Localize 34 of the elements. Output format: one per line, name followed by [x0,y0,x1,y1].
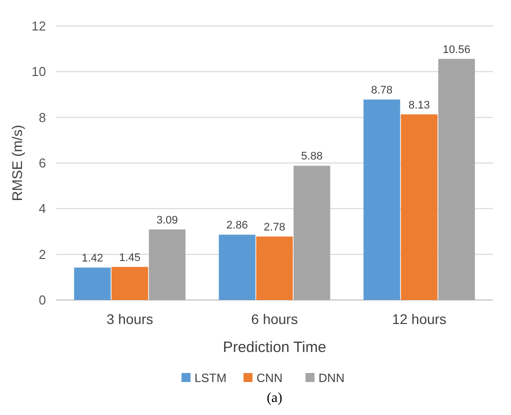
bar [400,114,438,300]
x-tick-label: 3 hours [106,311,154,327]
bar [364,100,400,300]
data-label: 8.78 [371,84,393,97]
y-tick-label: 10 [32,64,46,80]
y-tick-label: 6 [38,156,46,171]
y-tick-label: 0 [38,292,46,308]
bar [148,229,186,300]
bar [256,236,293,300]
data-label: 2.86 [226,220,248,232]
x-tick-label: 12 hours [392,311,446,327]
data-label: 3.09 [156,214,178,226]
y-tick-label: 2 [38,246,46,262]
y-tick-label: 8 [38,110,46,125]
bar [438,58,475,300]
bar [111,266,148,300]
data-label: 10.56 [442,44,470,56]
data-label: 1.42 [82,252,104,265]
data-label: 2.78 [264,222,286,234]
data-label: 1.45 [119,252,141,264]
text: (a) [266,391,283,406]
x-axis-title: Prediction Time [222,339,326,356]
bar [294,166,330,300]
data-label: 8.13 [408,99,430,112]
bar [218,234,256,300]
y-axis-title: RMSE (m/s) [9,124,25,202]
legend-label: LSTM [194,371,227,386]
legend-label: CNN [256,371,282,386]
y-tick-label: 12 [32,18,46,34]
data-label: 5.88 [301,150,323,163]
y-tick-label: 4 [38,201,46,216]
x-tick-label: 6 hours [251,311,298,327]
bar [74,268,111,300]
legend-label: DNN [318,371,344,386]
